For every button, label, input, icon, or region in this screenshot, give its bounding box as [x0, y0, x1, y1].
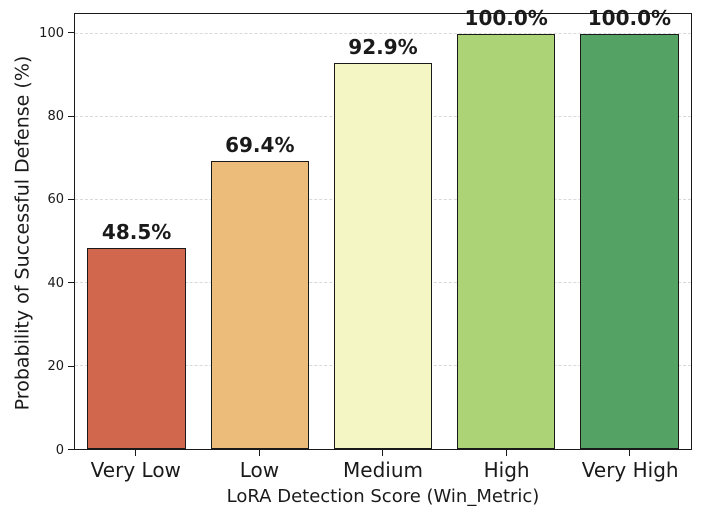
bar	[333, 63, 433, 449]
y-axis-label: Probability of Successful Defense (%)	[11, 55, 34, 411]
x-tick-label: Very Low	[90, 458, 181, 482]
y-tick-mark	[68, 449, 74, 451]
y-tick-mark	[68, 115, 74, 117]
bar	[580, 33, 679, 449]
bar	[456, 33, 556, 449]
bar-value-label: 100.0%	[464, 5, 548, 30]
plot-area: 48.5% 69.4% 92.9% 100.0% 100.0%	[74, 6, 692, 450]
x-tick-mark	[134, 450, 136, 456]
bar	[210, 160, 310, 449]
x-tick-mark	[505, 450, 507, 456]
x-tick-label: High	[483, 458, 530, 482]
x-tick-mark	[258, 450, 260, 456]
x-tick-mark	[382, 450, 384, 456]
y-tick-label: 60	[47, 192, 64, 208]
bar-value-label: 48.5%	[101, 219, 172, 244]
bar	[87, 247, 186, 449]
y-tick-mark	[68, 365, 74, 367]
y-tick-label: 20	[47, 359, 64, 375]
bar-value-label: 100.0%	[587, 5, 672, 30]
x-tick-label: Very High	[581, 458, 679, 482]
x-tick-label: Low	[239, 458, 280, 482]
bar-value-label: 69.4%	[225, 132, 295, 157]
gridline	[75, 32, 691, 34]
x-tick-label: Medium	[343, 458, 423, 482]
y-tick-mark	[68, 32, 74, 34]
bar-value-label: 92.9%	[348, 35, 418, 60]
x-tick-mark	[629, 450, 631, 456]
y-tick-label: 40	[47, 275, 64, 291]
y-tick-label: 0	[55, 442, 64, 458]
y-tick-label: 80	[47, 108, 64, 124]
y-tick-mark	[68, 198, 74, 200]
y-tick-label: 100	[39, 25, 64, 41]
y-tick-mark	[68, 282, 74, 284]
x-axis-label: LoRA Detection Score (Win_Metric)	[226, 486, 540, 507]
